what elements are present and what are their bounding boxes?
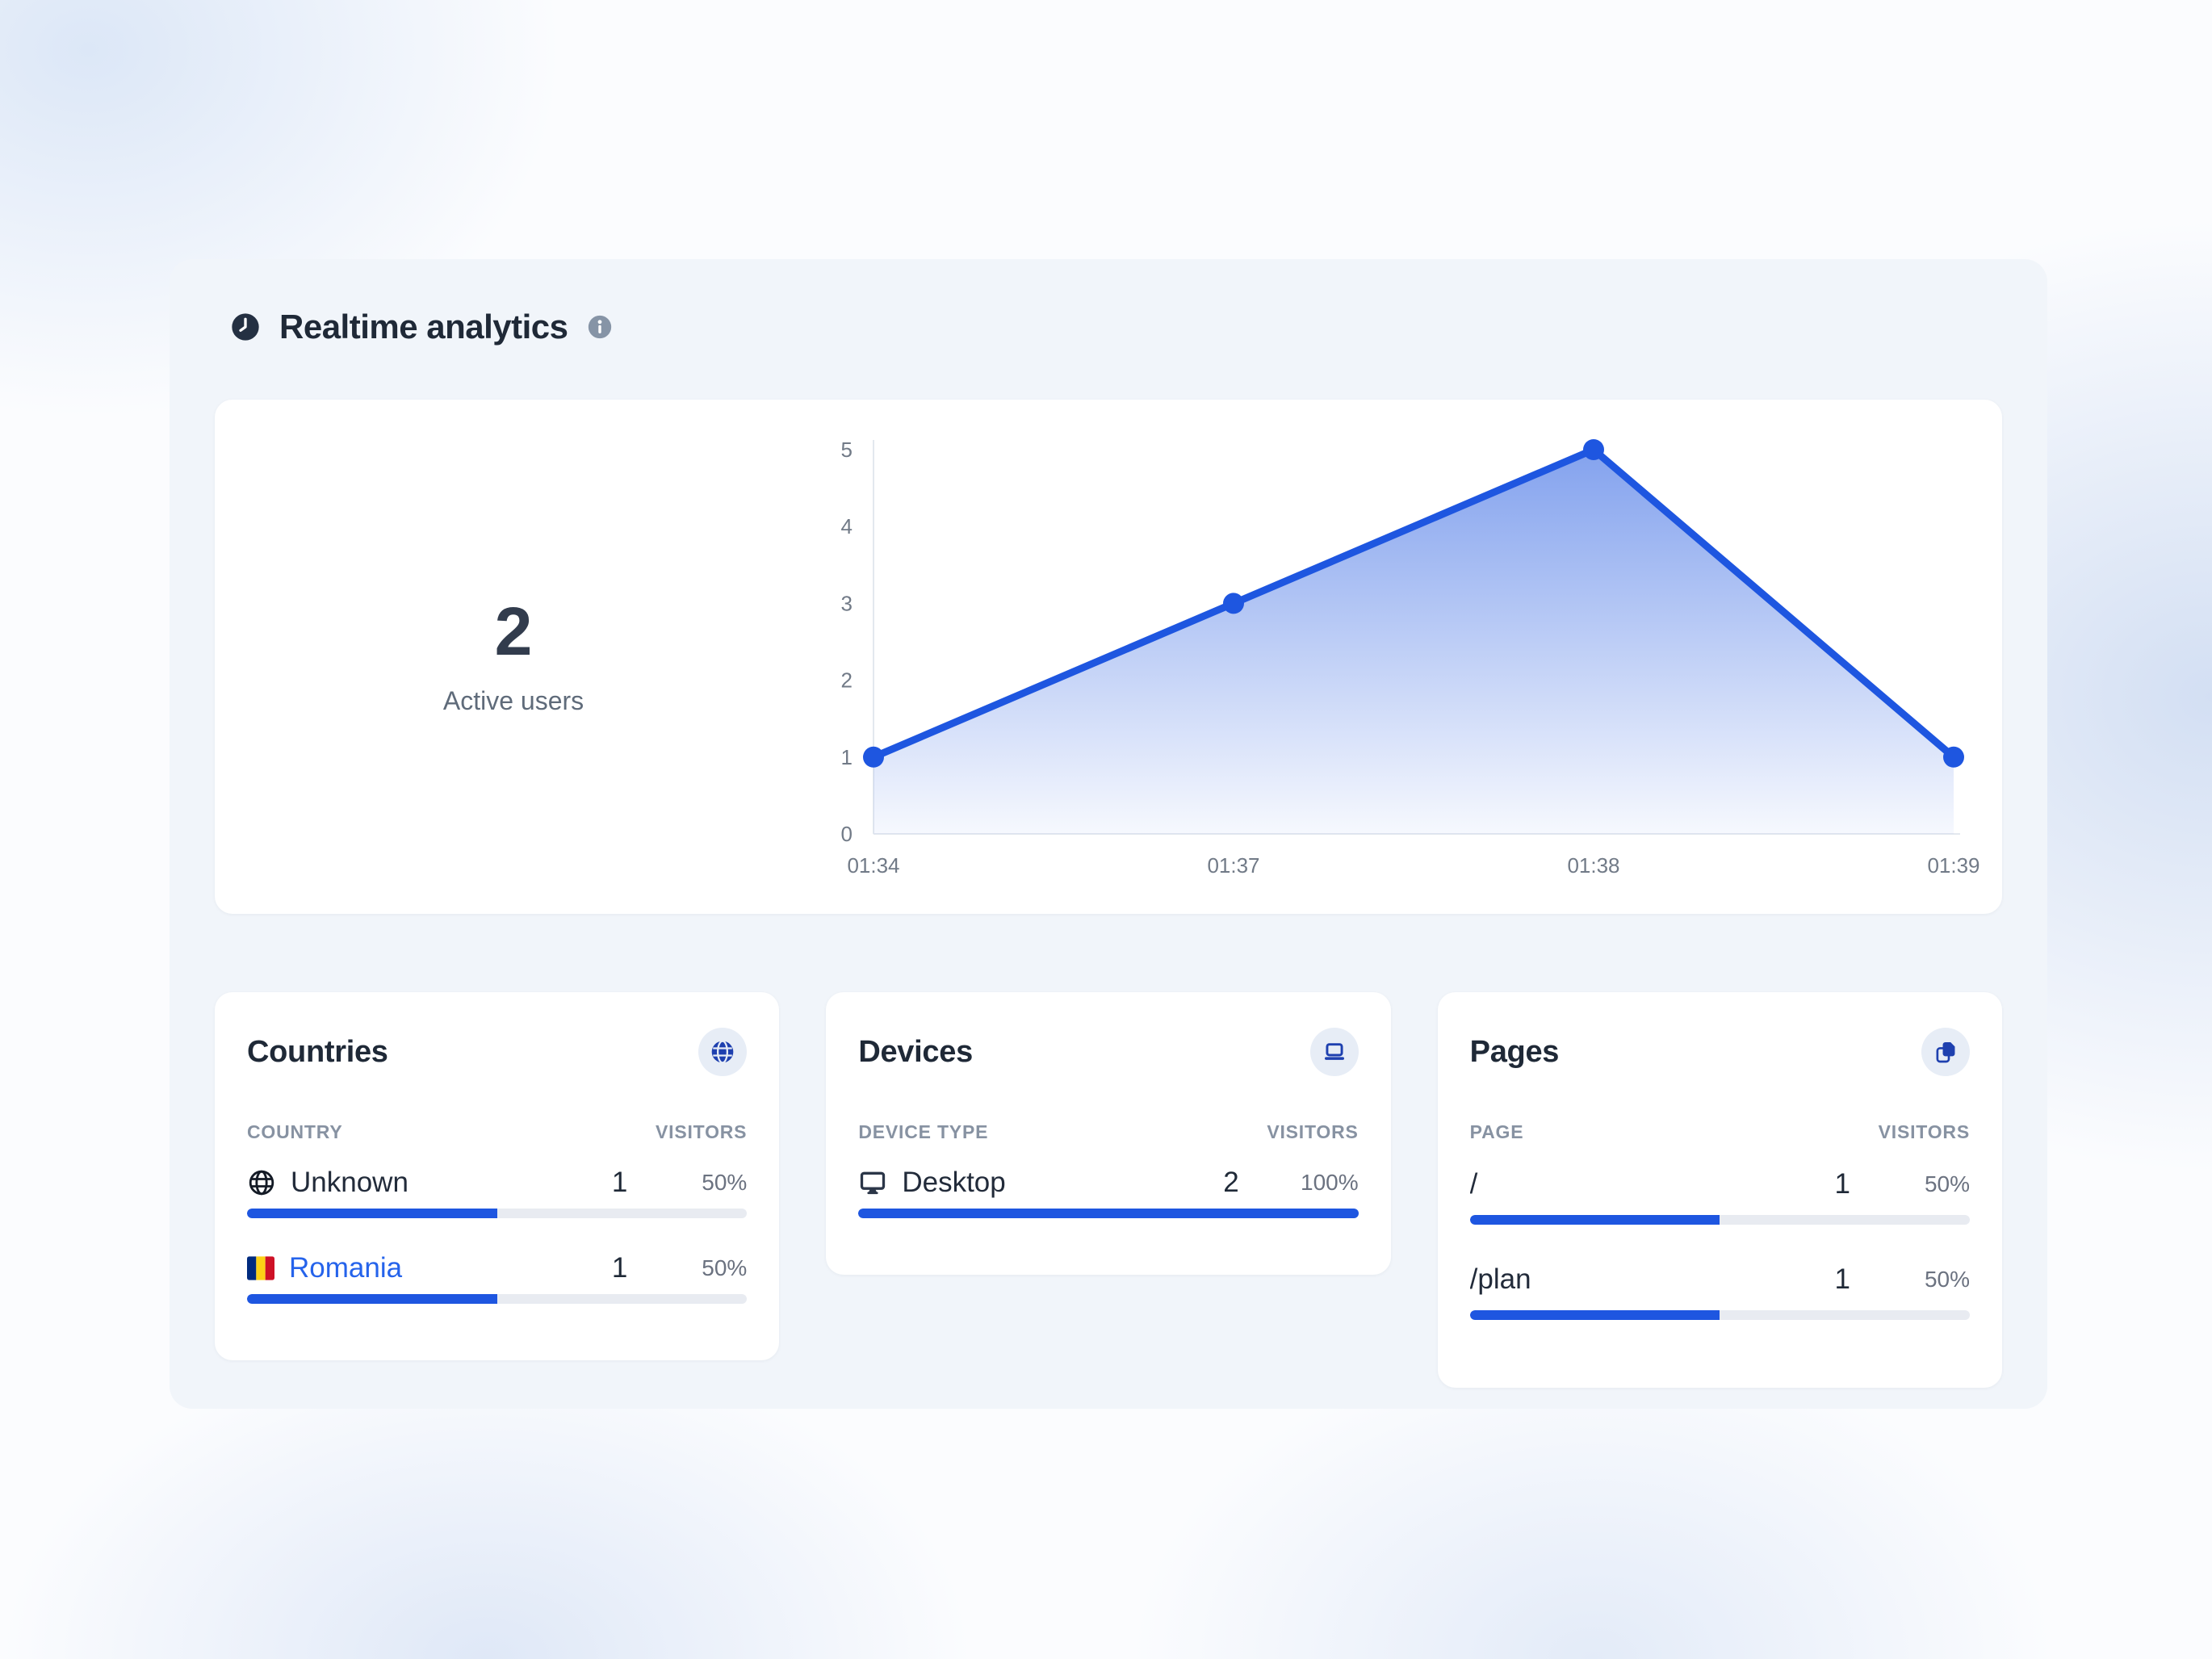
page-label[interactable]: /	[1469, 1168, 1478, 1200]
active-users-value: 2	[494, 593, 533, 669]
country-visitors: 1	[611, 1167, 628, 1198]
country-progress-fill	[247, 1209, 497, 1218]
devices-title: Devices	[858, 1034, 973, 1069]
chart-card: 2 Active users 0 1 2 3 4 5 01:34 01:37 01:38 01:3…	[215, 400, 2002, 914]
info-icon[interactable]	[586, 313, 614, 341]
country-progress-track	[247, 1294, 748, 1304]
panel-header: Realtime analytics	[229, 308, 2002, 346]
country-percent: 50%	[702, 1255, 748, 1280]
svg-text:1: 1	[841, 745, 853, 769]
svg-text:01:37: 01:37	[1207, 853, 1259, 878]
column-header-visitors: VISITORS	[655, 1121, 748, 1142]
page-progress-track	[1469, 1215, 1970, 1225]
svg-text:01:38: 01:38	[1567, 853, 1619, 878]
page-label[interactable]: /plan	[1469, 1263, 1531, 1295]
device-percent: 100%	[1301, 1170, 1359, 1195]
country-progress-fill	[247, 1294, 497, 1304]
page-progress-fill	[1469, 1215, 1720, 1225]
devices-card: Devices DEVICE TYPE VISITORS	[826, 992, 1391, 1275]
romania-flag	[247, 1256, 274, 1280]
country-label[interactable]: Romania	[289, 1252, 403, 1284]
device-progress-track	[858, 1209, 1359, 1218]
desktop-icon	[858, 1168, 887, 1197]
active-users-label: Active users	[442, 686, 584, 715]
page-visitors: 1	[1834, 1168, 1850, 1200]
laptop-icon	[1309, 1028, 1359, 1076]
column-header-country: COUNTRY	[247, 1121, 343, 1142]
column-header-page: PAGE	[1469, 1121, 1524, 1142]
countries-title: Countries	[247, 1034, 388, 1069]
column-header-visitors: VISITORS	[1878, 1121, 1970, 1142]
pages-card: Pages PAGE VISITORS / 1 50%	[1437, 992, 2002, 1388]
svg-text:4: 4	[841, 514, 853, 538]
page-progress-fill	[1469, 1310, 1720, 1320]
country-progress-track	[247, 1209, 748, 1218]
page-row-home[interactable]: / 1 50%	[1470, 1167, 1970, 1202]
svg-text:0: 0	[841, 822, 853, 846]
page-percent: 50%	[1924, 1171, 1970, 1196]
page-percent: 50%	[1924, 1267, 1970, 1292]
device-row-desktop[interactable]: Desktop 2 100%	[858, 1163, 1359, 1202]
device-visitors: 2	[1223, 1167, 1239, 1198]
country-row-unknown[interactable]: Unknown 1 50%	[247, 1163, 747, 1202]
pages-icon	[1921, 1028, 1970, 1076]
column-header-device-type: DEVICE TYPE	[858, 1121, 989, 1142]
clock-icon	[229, 311, 262, 343]
svg-text:5: 5	[841, 438, 853, 462]
country-percent: 50%	[702, 1170, 748, 1195]
realtime-chart[interactable]: 0 1 2 3 4 5 01:34 01:37 01:38 01:39	[807, 400, 2002, 914]
country-label: Unknown	[291, 1167, 408, 1198]
svg-text:01:34: 01:34	[847, 853, 899, 878]
svg-text:3: 3	[841, 591, 853, 615]
globe-icon	[698, 1028, 748, 1076]
page-row-plan[interactable]: /plan 1 50%	[1470, 1262, 1970, 1297]
globe-outline-icon	[247, 1168, 276, 1197]
page-visitors: 1	[1834, 1263, 1850, 1295]
country-row-romania[interactable]: Romania 1 50%	[247, 1249, 747, 1288]
breakdown-cards-row: Countries COUNTRY VISITORS	[215, 992, 2002, 1388]
page-progress-track	[1469, 1310, 1970, 1320]
device-label: Desktop	[902, 1167, 1006, 1198]
country-visitors: 1	[611, 1252, 628, 1284]
active-users-stat: 2 Active users	[215, 400, 812, 914]
svg-text:01:39: 01:39	[1927, 853, 1979, 878]
pages-title: Pages	[1469, 1034, 1560, 1069]
column-header-visitors: VISITORS	[1267, 1121, 1359, 1142]
device-progress-fill	[858, 1209, 1359, 1218]
page-title: Realtime analytics	[279, 308, 568, 346]
realtime-analytics-panel: Realtime analytics 2 Active users 0 1 2 3 4 5…	[170, 259, 2047, 1409]
svg-text:2: 2	[841, 668, 853, 693]
countries-card: Countries COUNTRY VISITORS	[215, 992, 780, 1360]
